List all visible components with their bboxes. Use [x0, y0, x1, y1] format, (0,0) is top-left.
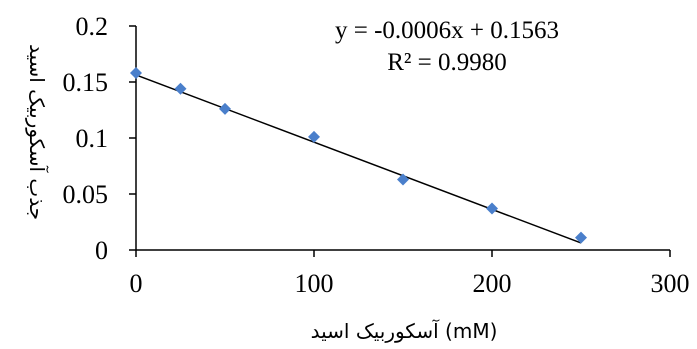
y-tick-label: 0.2 [76, 12, 109, 41]
trendline [135, 74, 582, 244]
y-axis-label: جذب آسکوربیک اسید [25, 44, 50, 220]
y-tick-label: 0.1 [76, 124, 109, 153]
y-tick-label: 0 [95, 236, 108, 265]
data-point [174, 82, 187, 95]
y-axis-ticks: 0 0.05 0.1 0.15 0.2 [63, 12, 136, 265]
r-squared-annotation: R² = 0.9980 [387, 49, 507, 76]
data-points [130, 67, 587, 244]
data-point [130, 67, 142, 80]
y-tick-label: 0.05 [63, 180, 109, 209]
x-tick-label: 0 [130, 269, 143, 298]
equation-annotation: y = -0.0006x + 0.1563 [335, 17, 559, 44]
data-point [308, 130, 320, 143]
data-point [219, 102, 231, 115]
x-tick-label: 100 [295, 269, 334, 298]
x-axis-label: آسکوربیک اسید (mM) [311, 318, 498, 343]
y-tick-label: 0.15 [63, 68, 109, 97]
x-tick-label: 200 [473, 269, 512, 298]
data-point [397, 173, 409, 186]
data-point [575, 231, 587, 244]
data-point [486, 202, 498, 215]
x-axis-ticks: 0 100 200 300 [130, 250, 690, 298]
x-tick-label: 300 [651, 269, 690, 298]
